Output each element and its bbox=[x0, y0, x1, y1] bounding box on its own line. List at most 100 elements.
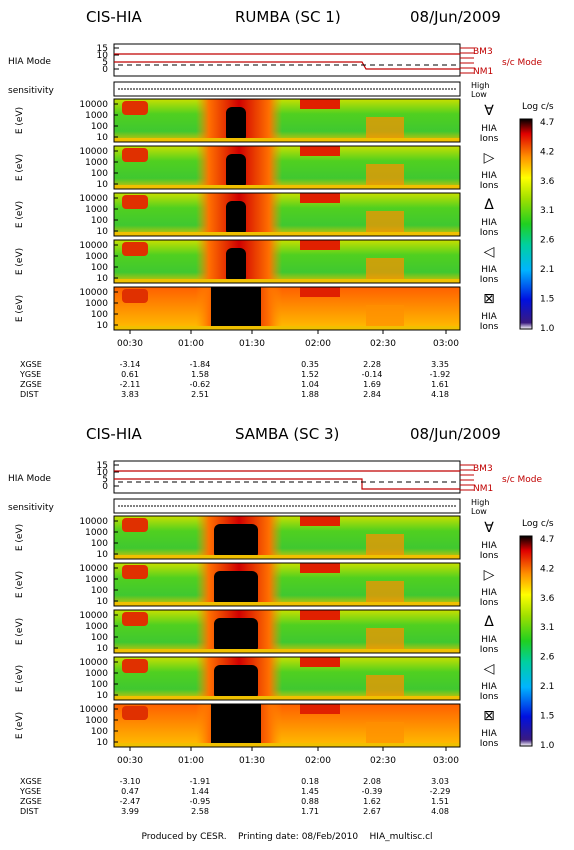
colorbar-label: Log c/s bbox=[522, 102, 554, 112]
colorbar-tick: 2.1 bbox=[540, 265, 554, 275]
spectrogram-ytick: 10000 bbox=[79, 288, 108, 298]
orbit-value: -3.10 bbox=[120, 777, 141, 786]
spectrogram-background bbox=[114, 146, 460, 189]
orbit-value: -3.14 bbox=[120, 360, 141, 369]
spectrogram-orange-patch bbox=[366, 628, 404, 650]
orbit-row-label: XGSE bbox=[20, 777, 42, 786]
spectrogram-ytick: 1000 bbox=[85, 716, 108, 726]
spectrogram-ytick: 10000 bbox=[79, 100, 108, 110]
spectrogram-ytick: 100 bbox=[91, 310, 108, 320]
spectrogram-ytick: 10 bbox=[97, 274, 109, 284]
spectrogram-orange-patch bbox=[366, 258, 404, 280]
spectrogram-ylabel: E (eV) bbox=[15, 201, 25, 228]
panel-right-label: Ions bbox=[480, 181, 499, 191]
orbit-value: 0.88 bbox=[301, 797, 319, 806]
spectrogram-frame bbox=[113, 515, 461, 560]
colorbar-tick: 4.2 bbox=[540, 564, 554, 574]
direction-symbol: Δ bbox=[484, 197, 494, 213]
spectrogram-early-feature bbox=[122, 101, 148, 115]
colorbar-tick: 4.7 bbox=[540, 118, 554, 128]
direction-symbol: ∀ bbox=[484, 103, 494, 119]
orbit-value: -2.29 bbox=[430, 787, 451, 796]
colorbar-tick: 1.0 bbox=[540, 741, 555, 751]
spectrogram-ylabel: E (eV) bbox=[15, 295, 25, 322]
time-tick-label: 02:00 bbox=[305, 756, 331, 766]
spectrogram-ytick: 10 bbox=[97, 691, 109, 701]
spectrogram-ytick: 100 bbox=[91, 586, 108, 596]
orbit-row-label: YGSE bbox=[19, 370, 41, 379]
spectrogram-ytick: 100 bbox=[91, 169, 108, 179]
panel-right-label: Ions bbox=[480, 134, 499, 144]
direction-symbol: ▷ bbox=[484, 150, 495, 166]
spectrogram-black-core bbox=[214, 571, 258, 606]
direction-symbol: ▷ bbox=[484, 567, 495, 583]
orbit-value: 0.18 bbox=[301, 777, 319, 786]
sc-mode-label: s/c Mode bbox=[502, 475, 543, 485]
orbit-value: 3.83 bbox=[121, 390, 139, 399]
spectrogram-frame bbox=[113, 703, 461, 748]
panel-right-label: HIA bbox=[481, 588, 497, 598]
sc-mode-line bbox=[114, 478, 460, 490]
spectrogram-background bbox=[114, 704, 460, 747]
orbit-value: 1.04 bbox=[301, 380, 319, 389]
orbit-value: 1.69 bbox=[363, 380, 381, 389]
orbit-value: 2.28 bbox=[363, 360, 381, 369]
spectrogram-ytick: 1000 bbox=[85, 528, 108, 538]
spectrogram-ytick: 100 bbox=[91, 263, 108, 273]
spectrogram-ytick: 1000 bbox=[85, 158, 108, 168]
orbit-value: 1.88 bbox=[301, 390, 319, 399]
spectrogram-ytick: 1000 bbox=[85, 111, 108, 121]
footer-filename: HIA_multisc.cl bbox=[369, 832, 433, 842]
orbit-value: 2.67 bbox=[363, 807, 381, 816]
panel-right-label: HIA bbox=[481, 312, 497, 322]
spectrogram-ylabel: E (eV) bbox=[15, 571, 25, 598]
spacecraft-block: CIS-HIA SAMBA (SC 3) 08/Jun/2009 HIA Mode 15… bbox=[8, 425, 555, 816]
orbit-value: 1.62 bbox=[363, 797, 381, 806]
direction-symbol: ∀ bbox=[484, 520, 494, 536]
panel-right-label: HIA bbox=[481, 635, 497, 645]
spectrogram-black-core bbox=[226, 107, 246, 142]
orbit-value: -2.47 bbox=[120, 797, 141, 806]
spacecraft-title: SAMBA (SC 3) bbox=[235, 425, 339, 443]
colorbar-tick: 4.7 bbox=[540, 535, 554, 545]
orbit-value: 3.99 bbox=[121, 807, 139, 816]
spectrogram-frame bbox=[113, 145, 461, 190]
spectrogram-red-patch bbox=[300, 287, 340, 297]
mode-panel-frame bbox=[113, 460, 461, 494]
colorbar-label: Log c/s bbox=[522, 519, 554, 529]
time-tick-label: 03:00 bbox=[433, 756, 459, 766]
orbit-value: -1.84 bbox=[190, 360, 211, 369]
time-tick-label: 03:00 bbox=[433, 339, 459, 349]
time-tick-label: 02:30 bbox=[370, 339, 396, 349]
orbit-value: 1.51 bbox=[431, 797, 449, 806]
panel-right-label: Ions bbox=[480, 598, 499, 608]
sensitivity-high-label: High bbox=[471, 81, 489, 90]
orbit-value: 0.61 bbox=[121, 370, 139, 379]
colorbar-tick: 4.2 bbox=[540, 147, 554, 157]
figure-footer: Produced by CESR. Printing date: 08/Feb/… bbox=[0, 832, 574, 842]
orbit-value: 3.03 bbox=[431, 777, 449, 786]
time-tick-label: 00:30 bbox=[117, 756, 143, 766]
spectrogram-background bbox=[114, 193, 460, 236]
spectrogram-ytick: 100 bbox=[91, 680, 108, 690]
spectrogram-early-feature bbox=[122, 565, 148, 579]
orbit-row-label: ZGSE bbox=[20, 797, 42, 806]
spectrogram-ytick: 1000 bbox=[85, 669, 108, 679]
colorbar-tick: 1.5 bbox=[540, 294, 554, 304]
spectrogram-ytick: 10000 bbox=[79, 611, 108, 621]
spectrogram-low-energy-band bbox=[114, 185, 460, 189]
time-tick-label: 01:00 bbox=[178, 756, 204, 766]
spectrogram-red-patch bbox=[300, 146, 340, 156]
spectrogram-frame bbox=[113, 562, 461, 607]
time-tick-label: 01:30 bbox=[239, 339, 265, 349]
spectrogram-low-energy-band bbox=[114, 602, 460, 606]
spectrogram-low-energy-band bbox=[114, 232, 460, 236]
mode-label-nm1: NM1 bbox=[473, 484, 493, 494]
orbit-value: -0.95 bbox=[190, 797, 211, 806]
spectrogram-orange-patch bbox=[366, 534, 404, 556]
spectrogram-orange-patch bbox=[366, 675, 404, 697]
